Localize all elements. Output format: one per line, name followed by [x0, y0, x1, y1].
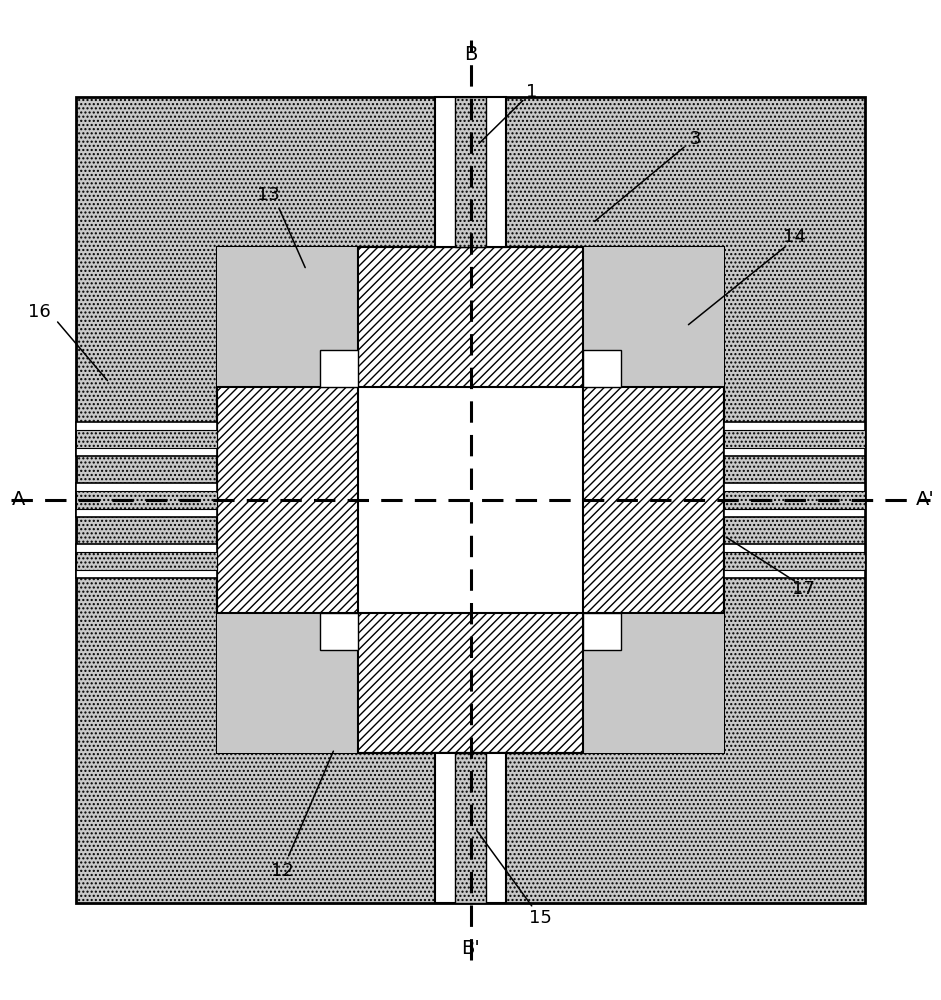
Bar — [724, 491, 865, 509]
Text: 1: 1 — [526, 83, 537, 101]
Bar — [320, 613, 358, 650]
Bar — [358, 387, 583, 613]
Bar — [76, 97, 865, 903]
Text: 3: 3 — [690, 130, 701, 148]
Bar — [436, 97, 505, 247]
Bar — [583, 613, 724, 753]
Bar — [76, 544, 217, 578]
Bar — [217, 247, 358, 387]
Text: 12: 12 — [271, 862, 295, 880]
Bar — [320, 350, 358, 387]
Bar — [583, 350, 621, 387]
Text: A': A' — [917, 490, 935, 509]
Bar — [724, 430, 865, 448]
Bar — [724, 544, 865, 578]
Text: 16: 16 — [27, 303, 50, 321]
Bar — [436, 753, 505, 903]
Bar — [217, 247, 724, 753]
Bar — [76, 491, 217, 509]
Bar — [455, 753, 486, 903]
Bar — [724, 483, 865, 517]
Bar — [583, 613, 621, 650]
Bar — [217, 613, 358, 753]
Bar — [724, 552, 865, 570]
Bar — [76, 422, 217, 456]
Bar — [455, 97, 486, 247]
Bar — [76, 552, 217, 570]
Text: 15: 15 — [530, 909, 552, 927]
Text: 17: 17 — [792, 580, 815, 598]
Text: B: B — [464, 45, 477, 64]
Bar — [724, 422, 865, 456]
Bar — [583, 247, 724, 387]
Text: 14: 14 — [783, 228, 805, 246]
Text: 13: 13 — [257, 186, 280, 204]
Text: A: A — [11, 490, 25, 509]
Bar — [76, 483, 217, 517]
Bar — [76, 430, 217, 448]
Text: B': B' — [461, 939, 480, 958]
